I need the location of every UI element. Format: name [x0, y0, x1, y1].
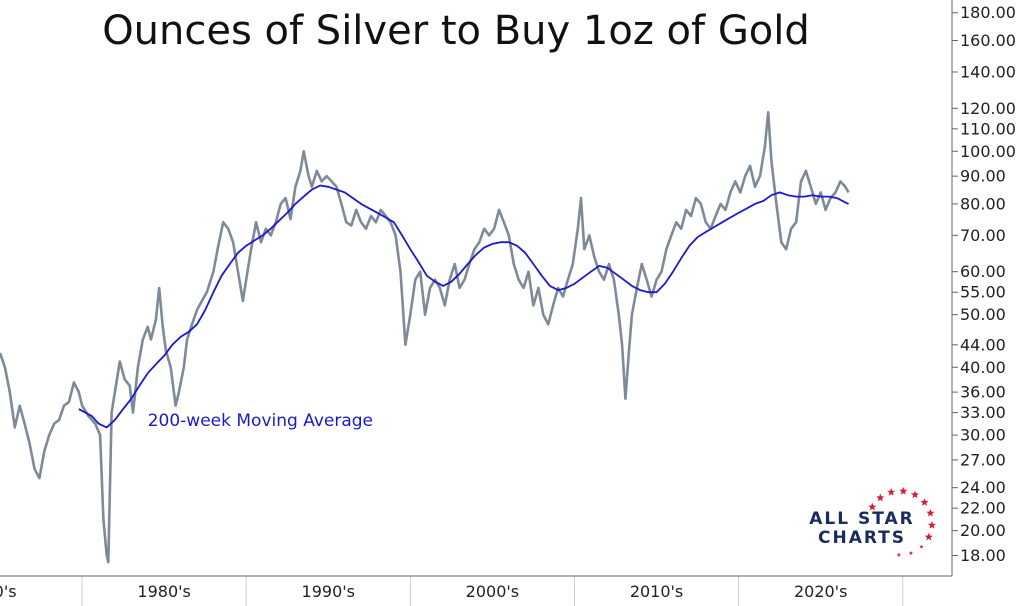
- x-dividers: [81, 576, 904, 606]
- x-tick-label: 2010's: [630, 582, 683, 601]
- x-tick-label: 1990's: [302, 582, 355, 601]
- y-tick-label: 33.00: [960, 403, 1006, 422]
- series-layer: [0, 111, 850, 564]
- logo-star-icon: [927, 521, 936, 529]
- x-axis-ticks: 70's 1980's 1990's 2000's 2010's 2020's: [0, 582, 847, 601]
- y-tick-label: 80.00: [960, 194, 1006, 213]
- y-tick-label: 100.00: [960, 142, 1016, 161]
- y-tick-label: 18.00: [960, 546, 1006, 565]
- x-tick-label: 1980's: [137, 582, 190, 601]
- y-tick-label: 27.00: [960, 450, 1006, 469]
- y-tick-label: 20.00: [960, 521, 1006, 540]
- y-tick-label: 110.00: [960, 119, 1016, 138]
- logo-star-icon: [868, 502, 877, 511]
- x-tick-label: 2000's: [466, 582, 519, 601]
- y-tick-label: 24.00: [960, 478, 1006, 497]
- y-tick-label: 44.00: [960, 335, 1006, 354]
- y-tick-label: 90.00: [960, 167, 1006, 186]
- y-tick-label: 36.00: [960, 383, 1006, 402]
- logo-stars-icon: [868, 487, 936, 557]
- logo-star-icon: [911, 490, 919, 499]
- y-tick-label: 180.00: [960, 3, 1016, 22]
- logo-star-icon: [899, 487, 908, 495]
- logo-star-icon: [908, 550, 913, 555]
- y-tick-label: 70.00: [960, 226, 1006, 245]
- chart-title: Ounces of Silver to Buy 1oz of Gold: [102, 8, 810, 54]
- y-axis-ticks: 18.00 20.00 22.00 24.00 27.00 30.00 33.0036.00…: [952, 3, 1016, 565]
- y-tick-label: 60.00: [960, 262, 1006, 281]
- gold-silver-ratio-line: [0, 111, 850, 564]
- logo-star-icon: [919, 544, 924, 549]
- x-tick-label: 70's: [0, 582, 17, 601]
- all-star-charts-logo: ALL STAR CHARTS: [809, 487, 936, 557]
- logo-star-icon: [920, 498, 929, 506]
- y-tick-label: 40.00: [960, 358, 1006, 377]
- y-tick-label: 140.00: [960, 62, 1016, 81]
- logo-text-line1: ALL STAR: [809, 509, 915, 529]
- logo-star-icon: [887, 488, 896, 496]
- moving-average-line: [78, 184, 849, 429]
- y-tick-label: 30.00: [960, 426, 1006, 445]
- y-tick-label: 55.00: [960, 283, 1006, 302]
- y-tick-label: 120.00: [960, 99, 1016, 118]
- logo-star-icon: [924, 532, 933, 541]
- logo-star-icon: [926, 508, 935, 517]
- logo-star-icon: [896, 552, 901, 557]
- logo-star-icon: [876, 493, 885, 502]
- logo-text-line2: CHARTS: [818, 528, 906, 548]
- moving-average-annotation: 200-week Moving Average: [148, 411, 373, 431]
- y-tick-label: 22.00: [960, 499, 1006, 518]
- x-tick-label: 2020's: [794, 582, 847, 601]
- y-tick-label: 160.00: [960, 31, 1016, 50]
- y-tick-label: 50.00: [960, 305, 1006, 324]
